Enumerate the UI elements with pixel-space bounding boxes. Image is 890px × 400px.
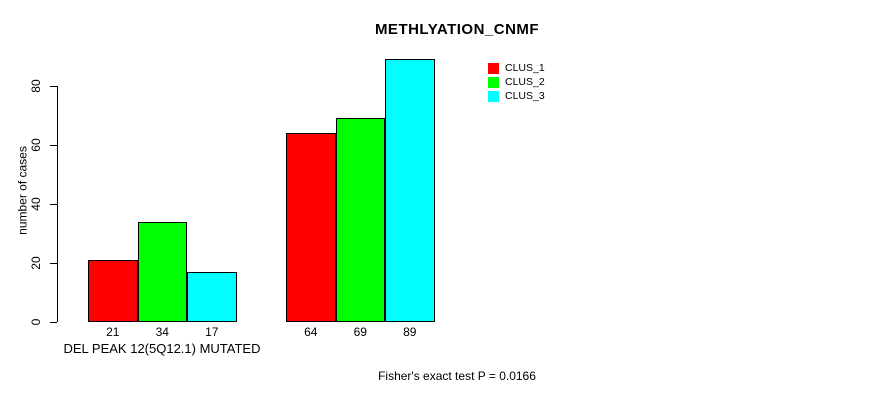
y-tick-label: 40 [29,197,43,211]
y-tick [50,322,57,323]
bar-value-label: 64 [304,325,318,339]
bar-value-label: 34 [155,325,169,339]
legend-item-label: CLUS_1 [505,62,545,74]
legend: CLUS_1 CLUS_2 CLUS_3 [488,63,545,105]
annotation-text: Fisher's exact test P = 0.0166 [378,369,536,383]
bar-value-label: 21 [106,325,120,339]
y-tick [50,204,57,205]
y-tick-label: 0 [29,318,43,326]
bar-value-label: 17 [205,325,219,339]
bar-clus_2-group-1 [137,222,187,322]
bar-clus_1-group-2 [286,133,336,322]
bar-clus_1-group-1 [88,260,138,322]
y-tick [50,86,57,87]
bar-clus_3-group-2 [385,59,435,322]
bar-value-label: 89 [403,325,417,339]
bar-value-label: 69 [353,325,367,339]
legend-swatch-clus_3 [488,91,499,102]
legend-swatch-clus_1 [488,63,499,74]
y-tick [50,263,57,264]
bar-clus_2-group-2 [335,118,385,322]
legend-item-label: CLUS_2 [505,76,545,88]
legend-item-label: CLUS_3 [505,90,545,102]
legend-item-clus_2: CLUS_2 [488,77,545,88]
y-tick-label: 60 [29,138,43,152]
legend-swatch-clus_2 [488,77,499,88]
x-axis-label: DEL PEAK 12(5Q12.1) MUTATED [63,341,261,356]
bar-clus_3-group-1 [187,272,237,322]
y-tick [50,145,57,146]
y-axis [57,86,58,322]
legend-item-clus_3: CLUS_3 [488,91,545,102]
y-tick-label: 80 [29,79,43,93]
legend-item-clus_1: CLUS_1 [488,63,545,74]
y-tick-label: 20 [29,256,43,270]
chart-title: METHLYATION_CNMF [374,21,540,38]
